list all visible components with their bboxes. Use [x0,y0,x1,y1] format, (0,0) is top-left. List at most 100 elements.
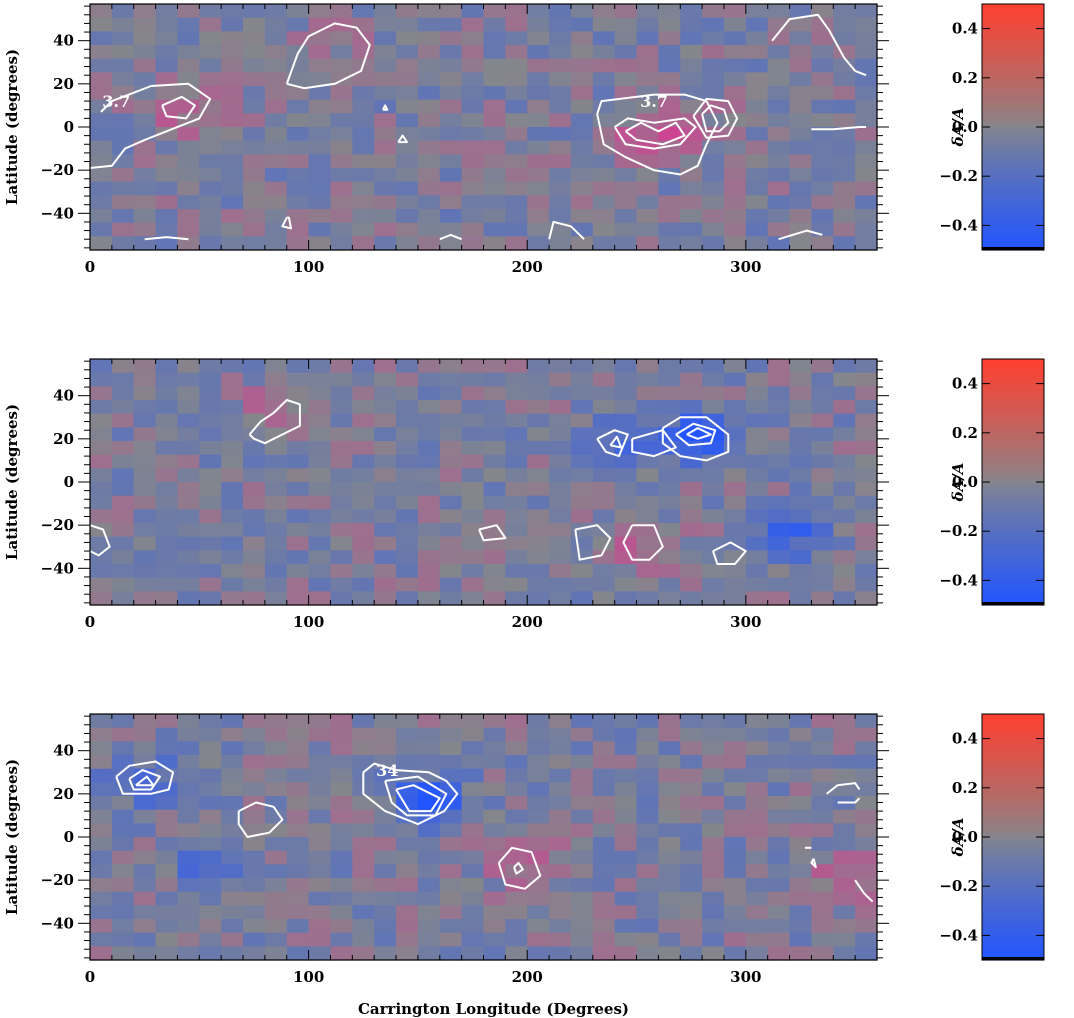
colorbar-swatch [982,179,1044,183]
heatmap-cell [264,536,288,551]
heatmap-cell [264,509,288,524]
colorbar-swatch [982,932,1044,937]
heatmap-cell [658,468,681,483]
heatmap-cell [330,140,353,155]
heatmap-cell [702,195,725,210]
heatmap-cell [396,564,419,579]
heatmap-cell [570,878,594,893]
heatmap-cell [592,809,616,824]
colorbar-swatch [982,243,1044,248]
heatmap-cell [483,768,506,783]
heatmap-cell [767,495,791,510]
heatmap-cell [396,755,419,770]
heatmap-cell [243,714,266,729]
heatmap-cell [439,441,463,456]
heatmap-cell [199,482,222,497]
heatmap-cell [461,454,485,469]
heatmap-cell [374,823,397,838]
heatmap-cell [374,400,397,415]
colorbar-swatch [982,769,1044,774]
colorbar-swatch [982,7,1044,11]
colorbar-tick-label: −0.2 [939,167,978,185]
heatmap-cell [570,31,594,46]
heatmap-cell [636,168,659,183]
heatmap-cell [111,45,135,60]
heatmap-cell [439,837,463,852]
heatmap-cell [505,113,528,128]
heatmap-cell [745,782,769,797]
heatmap-cell [396,454,419,469]
heatmap-cell [570,154,594,169]
heatmap-cell [199,236,222,251]
heatmap-cell [155,372,179,387]
heatmap-cell [592,891,616,906]
contours [115,760,874,903]
heatmap-cell [111,468,135,483]
y-tick-label: −20 [41,516,74,534]
heatmap-cell [505,768,528,783]
heatmap-cell [702,359,725,374]
heatmap-cell [396,222,419,237]
heatmap-cell [811,727,834,742]
heatmap-cell [264,140,288,155]
colorbar-swatch [982,429,1044,434]
heatmap-cell [549,891,572,906]
heatmap-cell [549,86,572,101]
colorbar-swatch [982,880,1044,884]
colorbar-swatch [982,365,1044,369]
heatmap-cell [614,796,638,811]
heatmap-cell [264,878,288,893]
heatmap-cell [111,209,135,224]
heatmap-cell [221,509,244,524]
heatmap-cell [90,154,113,169]
heatmap-cell [614,919,638,934]
colorbar-swatch [982,423,1044,428]
x-tick-label: 200 [512,613,543,631]
heatmap-cell [570,850,594,865]
heatmap-cell [308,441,332,456]
heatmap-cell [636,878,659,893]
colorbar-swatch [982,463,1044,468]
heatmap-cell [505,905,528,920]
heatmap-cell [811,919,834,934]
heatmap-cell [505,727,528,742]
colorbar-swatch [982,561,1044,566]
colorbar-swatch [982,935,1044,940]
heatmap-cell [527,919,550,934]
heatmap-cell [789,127,813,142]
colorbar-swatch [982,509,1044,514]
heatmap-cell [243,932,266,947]
heatmap-cell [723,413,747,428]
heatmap-cell [723,495,747,510]
heatmap-cell [243,413,266,428]
heatmap-cell [243,195,266,210]
heatmap-cell [221,359,244,374]
heatmap-cell [570,823,594,838]
heatmap-cell [702,45,725,60]
heatmap-cell [745,796,769,811]
heatmap-cell [745,45,769,60]
heatmap-cell [439,427,463,442]
heatmap-cell [199,45,222,60]
heatmap-cell [308,495,332,510]
heatmap-cell [833,72,856,87]
heatmap-cell [549,755,572,770]
heatmap-cell [286,837,310,852]
heatmap-cell [789,891,813,906]
colorbar-swatch [982,797,1044,801]
heatmap-cell [417,413,441,428]
heatmap-cell [286,919,310,934]
heatmap-cell [352,168,375,183]
heatmap-cell [90,222,113,237]
heatmap-cell [286,427,310,442]
heatmap-cell [745,837,769,852]
heatmap-cell [417,564,441,579]
heatmap-cell [855,564,878,579]
heatmap-cell [199,878,222,893]
heatmap-cell [308,932,332,947]
colorbar-swatch [982,840,1044,844]
heatmap-cell [155,536,179,551]
heatmap-cell [461,714,485,729]
colorbar-swatch [982,102,1044,107]
heatmap-cell [570,755,594,770]
